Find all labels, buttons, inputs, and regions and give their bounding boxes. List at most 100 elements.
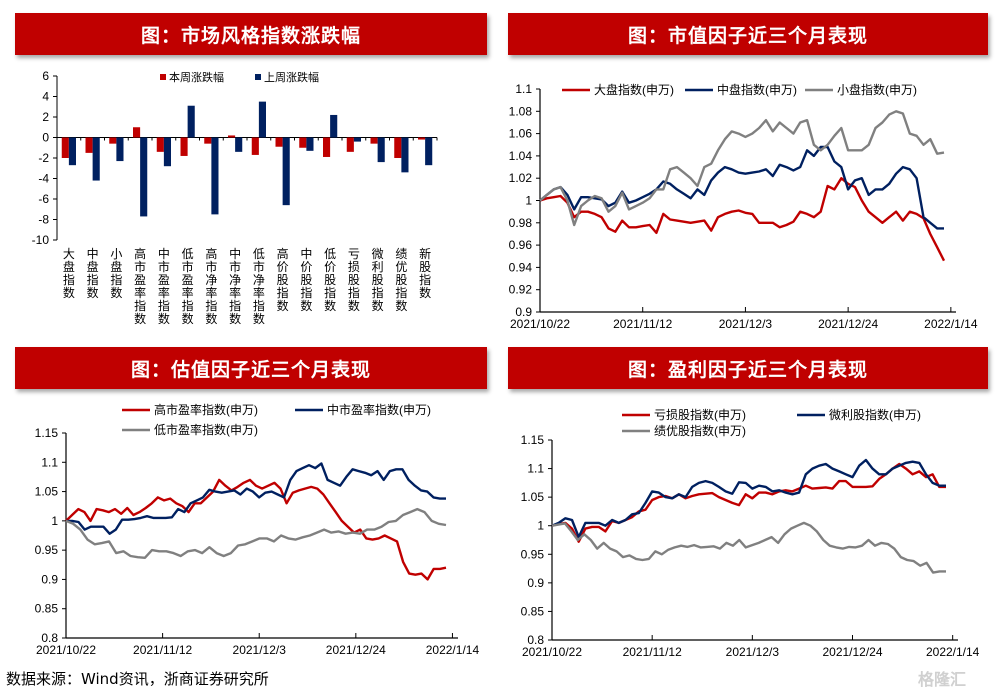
y-tick-label: 0.92 — [509, 283, 533, 297]
panel-title: 图：市值因子近三个月表现 — [508, 13, 988, 55]
bar-this-week — [275, 137, 283, 147]
bar-last-week — [425, 137, 433, 166]
y-tick-label: 0.8 — [527, 633, 544, 647]
legend-label: 小盘指数(申万) — [837, 82, 917, 97]
category-label: 高市净率指数 — [205, 246, 217, 326]
y-tick-label: -6 — [38, 192, 49, 206]
y-tick-label: -4 — [38, 172, 49, 186]
bar-this-week — [109, 137, 117, 144]
bar-this-week — [228, 135, 236, 138]
x-tick-label: 2022/1/14 — [926, 645, 980, 659]
category-label: 高价股指数 — [277, 246, 289, 313]
x-tick-label: 2021/12/24 — [822, 645, 882, 659]
bar-last-week — [282, 137, 290, 206]
bar-this-week — [418, 137, 426, 140]
legend-label: 大盘指数(申万) — [594, 82, 674, 97]
bar-last-week — [211, 137, 219, 215]
y-tick-label: 0 — [42, 131, 49, 145]
series-line-0 — [539, 176, 946, 262]
series-line-2 — [551, 521, 946, 574]
category-label: 中盘指数 — [87, 246, 99, 300]
bar-last-week — [68, 137, 76, 166]
y-tick-label: 1.15 — [35, 426, 59, 440]
bar-last-week — [163, 137, 171, 167]
category-label: 低价股指数 — [324, 247, 336, 313]
bar-this-week — [156, 137, 164, 152]
series-line-1 — [551, 458, 946, 539]
bar-last-week — [377, 137, 385, 163]
y-tick-label: 1.04 — [509, 149, 533, 163]
y-tick-label: -10 — [32, 233, 50, 247]
legend-label: 微利股指数(申万) — [829, 407, 921, 422]
bar-this-week — [370, 137, 378, 144]
y-tick-label: 1 — [51, 514, 58, 528]
x-tick-label: 2021/11/12 — [613, 317, 672, 331]
category-label: 亏损股指数 — [348, 247, 360, 313]
x-tick-label: 2021/12/24 — [326, 643, 386, 657]
bar-last-week — [116, 137, 124, 162]
bar-this-week — [204, 137, 212, 144]
bar-last-week — [235, 137, 243, 152]
legend-swatch — [160, 74, 166, 80]
y-tick-label: 0.9 — [527, 576, 544, 590]
bar-this-week — [323, 137, 331, 157]
y-tick-label: 1.1 — [41, 455, 58, 469]
legend-swatch — [255, 74, 261, 80]
panel-title: 图：市场风格指数涨跌幅 — [15, 13, 487, 55]
series-line-0 — [65, 478, 447, 581]
y-tick-label: 4 — [42, 90, 49, 104]
panel-title: 图：估值因子近三个月表现 — [15, 347, 487, 389]
category-label: 大盘指数 — [63, 247, 75, 300]
legend-label: 本周涨跌幅 — [169, 70, 224, 84]
legend-label: 中市盈率指数(申万) — [327, 402, 431, 417]
category-label: 低市盈率指数 — [182, 247, 194, 326]
y-tick-label: -8 — [38, 213, 49, 227]
y-tick-label: -2 — [38, 151, 49, 165]
x-tick-label: 2021/10/22 — [36, 643, 96, 657]
y-tick-label: 6 — [42, 69, 49, 83]
panel-title: 图：盈利因子近三个月表现 — [508, 347, 988, 389]
y-tick-label: 1.05 — [521, 490, 545, 504]
y-tick-label: 0.85 — [35, 602, 59, 616]
y-tick-label: 0.95 — [35, 543, 59, 557]
category-label: 绩优股指数 — [395, 247, 407, 313]
series-line-1 — [66, 462, 446, 535]
data-source-note: 数据来源：Wind资讯，浙商证券研究所 — [6, 670, 269, 688]
bar-chart-style-index: 6420-2-4-6-8-10大盘指数中盘指数小盘指数高市盈率指数中市盈率指数低… — [32, 69, 438, 326]
bar-last-week — [401, 137, 409, 173]
x-tick-label: 2021/11/12 — [623, 645, 682, 659]
bar-last-week — [330, 114, 338, 138]
y-tick-label: 0.9 — [41, 572, 58, 586]
bar-last-week — [353, 137, 361, 142]
y-tick-label: 1.06 — [509, 127, 533, 141]
x-tick-label: 2021/12/3 — [719, 317, 773, 331]
y-tick-label: 1 — [537, 519, 544, 533]
x-tick-label: 2022/1/14 — [924, 317, 978, 331]
bar-this-week — [61, 137, 69, 158]
bar-this-week — [251, 137, 259, 155]
x-tick-label: 2021/12/24 — [818, 317, 878, 331]
series-line-0 — [551, 462, 946, 543]
y-tick-label: 0.96 — [509, 238, 533, 252]
bar-this-week — [299, 137, 307, 148]
y-tick-label: 1.02 — [509, 171, 533, 185]
category-label: 微利股指数 — [372, 247, 384, 313]
y-tick-label: 0.94 — [509, 260, 533, 274]
y-tick-label: 1 — [525, 194, 532, 208]
category-label: 中市净率指数 — [229, 246, 241, 326]
legend-label: 高市盈率指数(申万) — [154, 402, 258, 417]
bar-this-week — [180, 137, 188, 156]
category-label: 中市盈率指数 — [158, 246, 170, 326]
y-tick-label: 0.9 — [515, 305, 532, 319]
x-tick-label: 2022/1/14 — [426, 643, 480, 657]
bar-last-week — [92, 137, 100, 181]
y-tick-label: 0.85 — [521, 604, 545, 618]
series-line-2 — [539, 110, 945, 227]
category-label: 高市盈率指数 — [134, 246, 146, 326]
x-tick-label: 2021/10/22 — [522, 645, 582, 659]
bar-last-week — [187, 105, 195, 138]
category-label: 中价股指数 — [300, 246, 312, 313]
bar-last-week — [306, 137, 314, 151]
